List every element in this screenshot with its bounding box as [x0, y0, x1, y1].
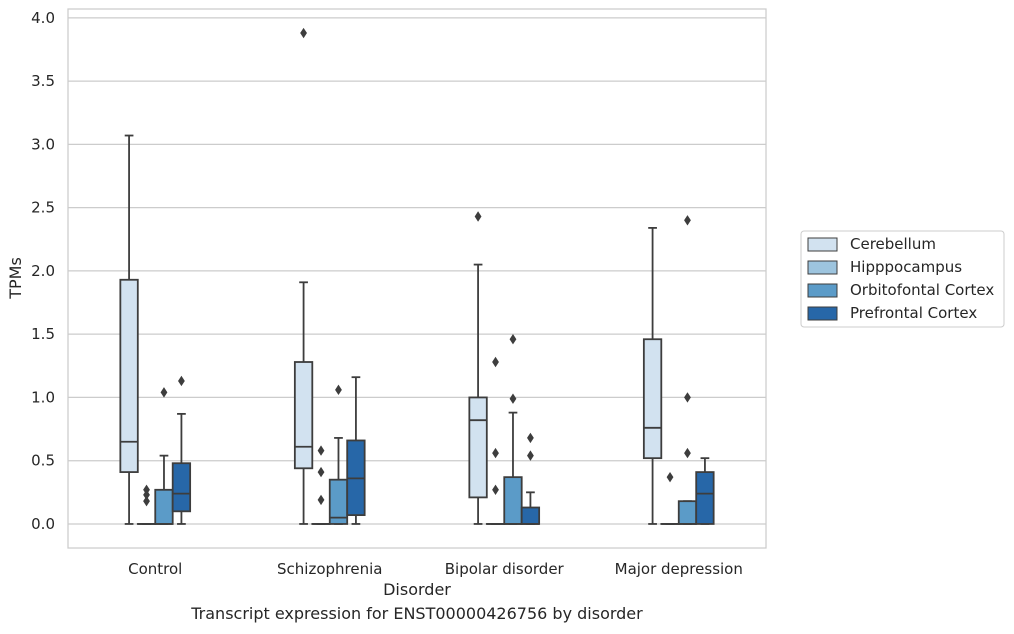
legend-swatch	[807, 260, 838, 275]
box-body	[119, 278, 139, 473]
legend: Cerebellum Hipppocampus Orbitofontal Corte…	[800, 230, 1005, 328]
box-body	[520, 506, 541, 525]
box-0-2	[154, 387, 174, 525]
x-tick-label: Control	[128, 560, 182, 578]
box-1-3	[346, 376, 366, 525]
legend-swatch	[807, 306, 838, 321]
outlier-point	[509, 393, 517, 404]
x-tick-label: Schizophrenia	[277, 560, 382, 578]
box-0-3	[171, 375, 192, 525]
box-2-0	[468, 211, 488, 525]
box-3-1	[660, 471, 680, 525]
y-tick-labels: 0.0 0.5 1.0 1.5 2.0 2.5 3.0 3.5 4.0	[31, 9, 55, 533]
outlier-point	[317, 466, 325, 478]
box-1-2	[328, 384, 349, 525]
y-tick-label: 1.5	[31, 325, 55, 343]
box-2-2	[503, 334, 523, 525]
box-body	[503, 476, 523, 525]
outlier-point	[317, 445, 325, 456]
legend-frame	[800, 230, 1005, 328]
y-tick-label: 0.0	[31, 515, 55, 533]
outlier-point	[335, 384, 342, 396]
legend-entry: Hipppocampus	[807, 258, 962, 276]
box-body	[293, 361, 314, 470]
legend-label: Orbitofontal Cortex	[850, 281, 994, 299]
x-axis-label: Disorder	[383, 580, 451, 599]
y-tick-label: 3.5	[31, 72, 55, 90]
legend-swatch	[807, 283, 838, 298]
outlier-point	[160, 387, 168, 398]
y-tick-label: 3.0	[31, 135, 55, 153]
x-tick-label: Bipolar disorder	[445, 560, 565, 578]
box-2-1	[485, 356, 506, 525]
legend-entry: Prefrontal Cortex	[807, 304, 977, 322]
outlier-point	[684, 447, 691, 459]
y-tick-label: 1.0	[31, 388, 55, 406]
legend-entry: Orbitofontal Cortex	[807, 281, 994, 299]
grid-lines	[68, 17, 766, 525]
y-tick-label: 2.0	[31, 262, 55, 280]
box-1-1	[311, 445, 331, 525]
outlier-point	[684, 392, 691, 403]
y-axis-label: TPMs	[6, 257, 25, 300]
y-tick-label: 2.5	[31, 199, 55, 217]
box-body	[695, 471, 715, 525]
legend-label: Prefrontal Cortex	[850, 304, 977, 322]
box-body	[642, 338, 663, 460]
legend-swatch	[807, 237, 838, 252]
legend-label: Cerebellum	[850, 235, 936, 253]
outlier-point	[317, 494, 325, 506]
box-1-0	[293, 27, 314, 525]
outlier-point	[143, 484, 150, 495]
outlier-point	[527, 450, 534, 461]
legend-label: Hipppocampus	[850, 258, 962, 276]
outlier-point	[684, 215, 691, 226]
box-body	[468, 396, 488, 499]
outlier-point	[143, 495, 150, 507]
x-tick-labels: Control Schizophrenia Bipolar disorder Majo…	[128, 560, 743, 578]
box-body	[171, 462, 192, 513]
outlier-point	[300, 27, 307, 39]
box-0-1	[136, 484, 157, 525]
box-3-3	[695, 457, 715, 525]
y-tick-label: 0.5	[31, 452, 55, 470]
outlier-point	[666, 471, 674, 483]
box-plot-marks	[119, 27, 715, 525]
outlier-point	[509, 334, 517, 345]
outlier-point	[527, 432, 534, 444]
outlier-point	[178, 375, 185, 387]
outlier-point	[492, 447, 499, 459]
box-3-2	[677, 215, 698, 525]
box-3-0	[642, 226, 663, 525]
chart-caption: Transcript expression for ENST0000042675…	[191, 604, 643, 623]
plot-frame	[67, 8, 767, 549]
box-body	[154, 488, 174, 525]
outlier-point	[492, 484, 499, 495]
box-body	[677, 500, 698, 525]
box-0-0	[119, 134, 139, 525]
x-tick-label: Major depression	[615, 560, 743, 578]
outlier-point	[474, 211, 482, 222]
legend-entry: Cerebellum	[807, 235, 936, 253]
outlier-point	[492, 356, 499, 368]
y-tick-label: 4.0	[31, 9, 55, 27]
box-2-3	[520, 432, 541, 525]
